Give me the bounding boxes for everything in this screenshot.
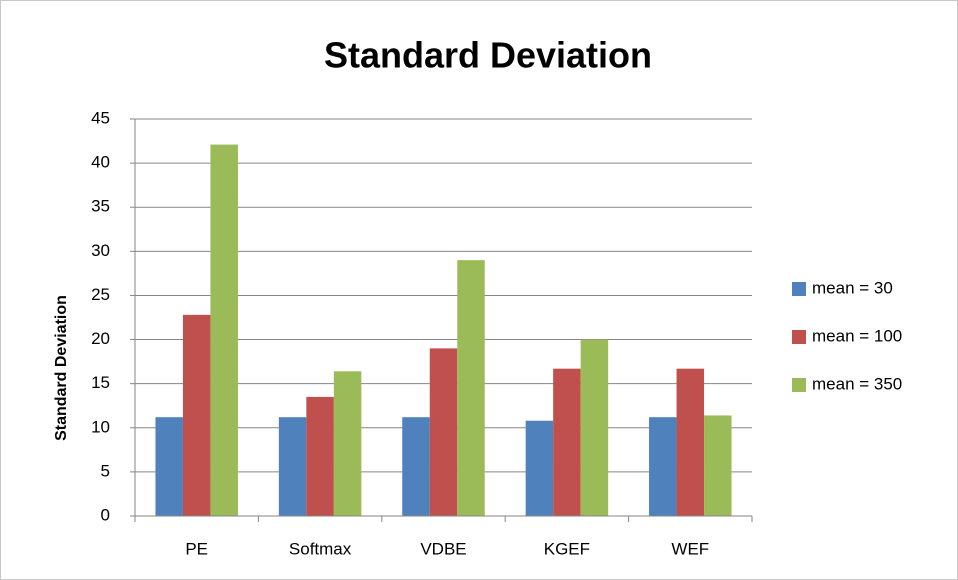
bar [649,417,677,516]
y-tick-label: 45 [91,108,110,127]
bar [306,396,334,516]
x-tick-label: PE [185,539,208,558]
bar [155,417,183,516]
legend-label: mean = 30 [812,278,893,297]
y-axis-label: Standard Deviation [53,295,70,441]
bar [704,415,732,516]
bar [429,348,458,516]
x-tick-label: VDBE [420,539,466,558]
x-tick-label: KGEF [544,539,590,558]
bar [525,420,554,516]
y-tick-label: 35 [91,197,110,216]
bar [457,260,485,516]
legend-label: mean = 100 [812,326,902,345]
bar [553,368,581,516]
y-tick-label: 30 [91,241,110,260]
bar [580,339,609,516]
chart-title: Standard Deviation [324,35,652,76]
x-tick-label: WEF [671,539,709,558]
y-tick-label: 5 [101,461,110,480]
bar [182,314,211,516]
y-tick-label: 10 [91,417,110,436]
legend-swatch [792,282,806,296]
bar [676,368,705,516]
y-tick-label: 15 [91,373,110,392]
y-tick-label: 0 [101,505,110,524]
y-tick-label: 40 [91,153,110,172]
bar [333,371,362,516]
legend-swatch [792,378,806,392]
legend-label: mean = 350 [812,374,902,393]
x-tick-label: Softmax [289,539,352,558]
y-tick-label: 25 [91,285,110,304]
legend-swatch [792,330,806,344]
bar [210,144,238,516]
bar [278,417,307,516]
bar [402,417,430,516]
y-tick-label: 20 [91,329,110,348]
